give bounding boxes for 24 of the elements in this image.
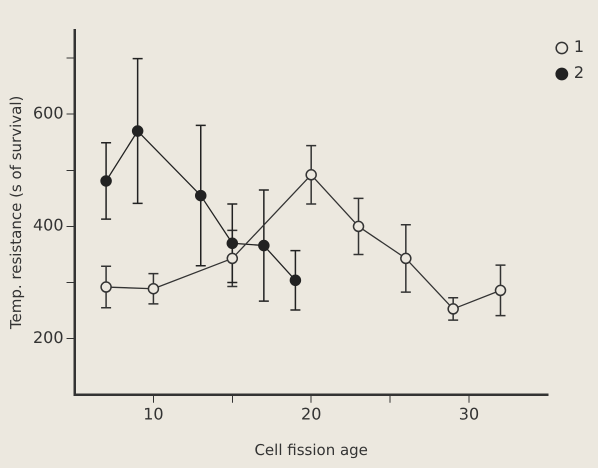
point xyxy=(447,303,459,315)
point xyxy=(305,169,317,181)
point xyxy=(352,220,364,232)
x-tick-label: 10 xyxy=(143,404,164,424)
x-axis-title: Cell fission age xyxy=(254,440,368,459)
point xyxy=(400,252,412,264)
point xyxy=(100,175,112,187)
point xyxy=(195,190,206,202)
y-tick-label: 400 xyxy=(32,216,64,235)
point xyxy=(290,274,302,286)
y-tick-label: 600 xyxy=(32,103,64,122)
point xyxy=(148,282,160,294)
point xyxy=(100,281,112,293)
y-axis-title: Temp. resistance (s of survival) xyxy=(6,96,25,330)
legend-label: 2 xyxy=(574,63,584,82)
point xyxy=(494,284,506,296)
point xyxy=(226,252,238,264)
y-tick-label: 200 xyxy=(32,328,64,347)
x-tick-label: 30 xyxy=(458,404,480,424)
point xyxy=(226,238,238,250)
point xyxy=(258,240,270,252)
point xyxy=(132,125,144,137)
legend-label: 1 xyxy=(574,37,584,56)
x-tick-label: 20 xyxy=(301,404,322,424)
